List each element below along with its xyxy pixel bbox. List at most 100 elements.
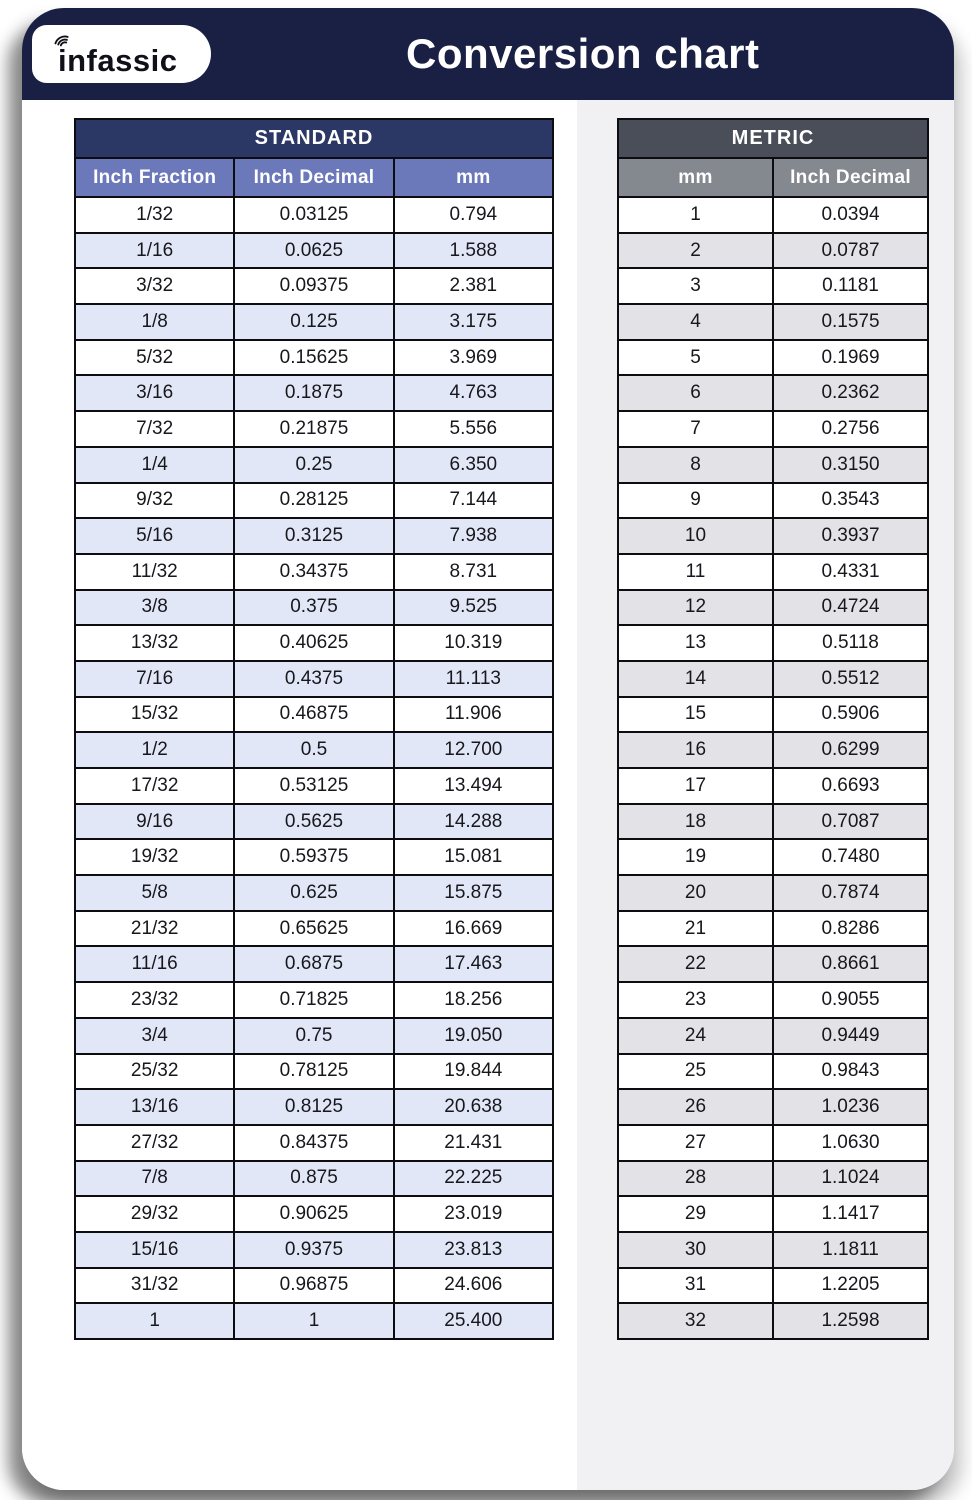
table-row: 25/32 0.78125 19.844 — [73, 1052, 555, 1091]
table-cell: 31/32 — [73, 1266, 236, 1305]
table-cell: 14.288 — [392, 802, 555, 841]
table-cell: 23.019 — [392, 1195, 555, 1233]
column-header: mm — [617, 157, 774, 198]
metric-column-header-row: mm Inch Decimal — [617, 157, 929, 198]
table-row: 32 1.2598 — [617, 1302, 929, 1340]
page-title: Conversion chart — [406, 30, 760, 77]
table-cell: 12 — [617, 588, 774, 627]
table-cell: 3/4 — [73, 1016, 236, 1055]
table-cell: 0.125 — [233, 303, 395, 341]
table-row: 13/32 0.40625 10.319 — [73, 624, 555, 662]
table-row: 28 1.1024 — [617, 1159, 929, 1198]
table-cell: 27 — [617, 1123, 774, 1162]
table-row: 27/32 0.84375 21.431 — [73, 1123, 555, 1162]
table-cell: 0.96875 — [233, 1266, 395, 1305]
table-cell: 0.6875 — [233, 945, 395, 984]
table-cell: 0.9375 — [233, 1230, 395, 1269]
table-row: 7/8 0.875 22.225 — [73, 1159, 555, 1198]
table-cell: 0.6299 — [772, 731, 929, 769]
table-cell: 19 — [617, 838, 774, 877]
table-row: 1/32 0.03125 0.794 — [73, 196, 555, 234]
table-cell: 0.794 — [392, 196, 555, 234]
table-cell: 0.09375 — [233, 267, 395, 306]
table-cell: 0.3543 — [772, 481, 929, 520]
table-cell: 0.9843 — [772, 1052, 929, 1091]
table-cell: 10 — [617, 517, 774, 555]
table-cell: 2.381 — [392, 267, 555, 306]
table-cell: 0.4331 — [772, 552, 929, 591]
table-row: 16 0.6299 — [617, 731, 929, 769]
table-cell: 13/16 — [73, 1088, 236, 1126]
metric-table-title: METRIC — [617, 118, 929, 159]
table-cell: 1.2205 — [772, 1266, 929, 1305]
table-row: 9 0.3543 — [617, 481, 929, 520]
table-cell: 0.6693 — [772, 767, 929, 805]
table-cell: 9/16 — [73, 802, 236, 841]
table-cell: 11 — [617, 552, 774, 591]
table-cell: 17/32 — [73, 767, 236, 805]
table-cell: 0.1575 — [772, 303, 929, 341]
table-cell: 1 — [617, 196, 774, 234]
table-row: 3/8 0.375 9.525 — [73, 588, 555, 627]
table-cell: 25/32 — [73, 1052, 236, 1091]
table-cell: 17 — [617, 767, 774, 805]
table-cell: 0.15625 — [233, 338, 395, 377]
table-cell: 22 — [617, 945, 774, 984]
table-cell: 0.0787 — [772, 231, 929, 270]
table-cell: 0.0394 — [772, 196, 929, 234]
brand-logo: infassic — [32, 25, 212, 83]
column-header: mm — [392, 157, 555, 198]
table-row: 1/16 0.0625 1.588 — [73, 231, 555, 270]
table-cell: 31 — [617, 1266, 774, 1305]
table-cell: 6.350 — [392, 445, 555, 484]
table-row: 7/16 0.4375 11.113 — [73, 659, 555, 698]
table-row: 23/32 0.71825 18.256 — [73, 981, 555, 1019]
table-cell: 5.556 — [392, 410, 555, 448]
table-cell: 30 — [617, 1230, 774, 1269]
table-row: 3 0.1181 — [617, 267, 929, 306]
table-cell: 3 — [617, 267, 774, 306]
table-cell: 4.763 — [392, 374, 555, 413]
table-row: 13/16 0.8125 20.638 — [73, 1088, 555, 1126]
signal-waves-icon — [54, 35, 69, 47]
metric-table: METRIC mm Inch Decimal 1 0.0394 2 0.0787 3 0.1… — [617, 118, 929, 1340]
table-row: 1 0.0394 — [617, 196, 929, 234]
table-cell: 1 — [233, 1302, 395, 1340]
table-cell: 18.256 — [392, 981, 555, 1019]
table-cell: 0.03125 — [233, 196, 395, 234]
table-cell: 11.906 — [392, 695, 555, 734]
table-cell: 21/32 — [73, 909, 236, 948]
table-cell: 0.8661 — [772, 945, 929, 984]
table-cell: 0.2362 — [772, 374, 929, 413]
table-cell: 7/16 — [73, 659, 236, 698]
table-cell: 16.669 — [392, 909, 555, 948]
table-cell: 0.4375 — [233, 659, 395, 698]
table-cell: 8.731 — [392, 552, 555, 591]
table-row: 27 1.0630 — [617, 1123, 929, 1162]
table-cell: 3.175 — [392, 303, 555, 341]
table-cell: 1 — [73, 1302, 236, 1340]
table-cell: 9/32 — [73, 481, 236, 520]
table-cell: 1/2 — [73, 731, 236, 769]
table-cell: 0.5625 — [233, 802, 395, 841]
table-cell: 0.8286 — [772, 909, 929, 948]
table-cell: 0.78125 — [233, 1052, 395, 1091]
table-cell: 0.0625 — [233, 231, 395, 270]
table-cell: 19.844 — [392, 1052, 555, 1091]
table-cell: 0.3125 — [233, 517, 395, 555]
table-row: 21 0.8286 — [617, 909, 929, 948]
table-cell: 0.75 — [233, 1016, 395, 1055]
table-cell: 0.9449 — [772, 1016, 929, 1055]
column-header: Inch Decimal — [233, 157, 395, 198]
table-cell: 0.4724 — [772, 588, 929, 627]
table-row: 5/16 0.3125 7.938 — [73, 517, 555, 555]
table-cell: 0.5906 — [772, 695, 929, 734]
table-cell: 0.5512 — [772, 659, 929, 698]
table-cell: 15/16 — [73, 1230, 236, 1269]
table-row: 1/4 0.25 6.350 — [73, 445, 555, 484]
table-cell: 11.113 — [392, 659, 555, 698]
table-cell: 5/16 — [73, 517, 236, 555]
table-row: 8 0.3150 — [617, 445, 929, 484]
table-cell: 0.2756 — [772, 410, 929, 448]
table-cell: 0.5 — [233, 731, 395, 769]
